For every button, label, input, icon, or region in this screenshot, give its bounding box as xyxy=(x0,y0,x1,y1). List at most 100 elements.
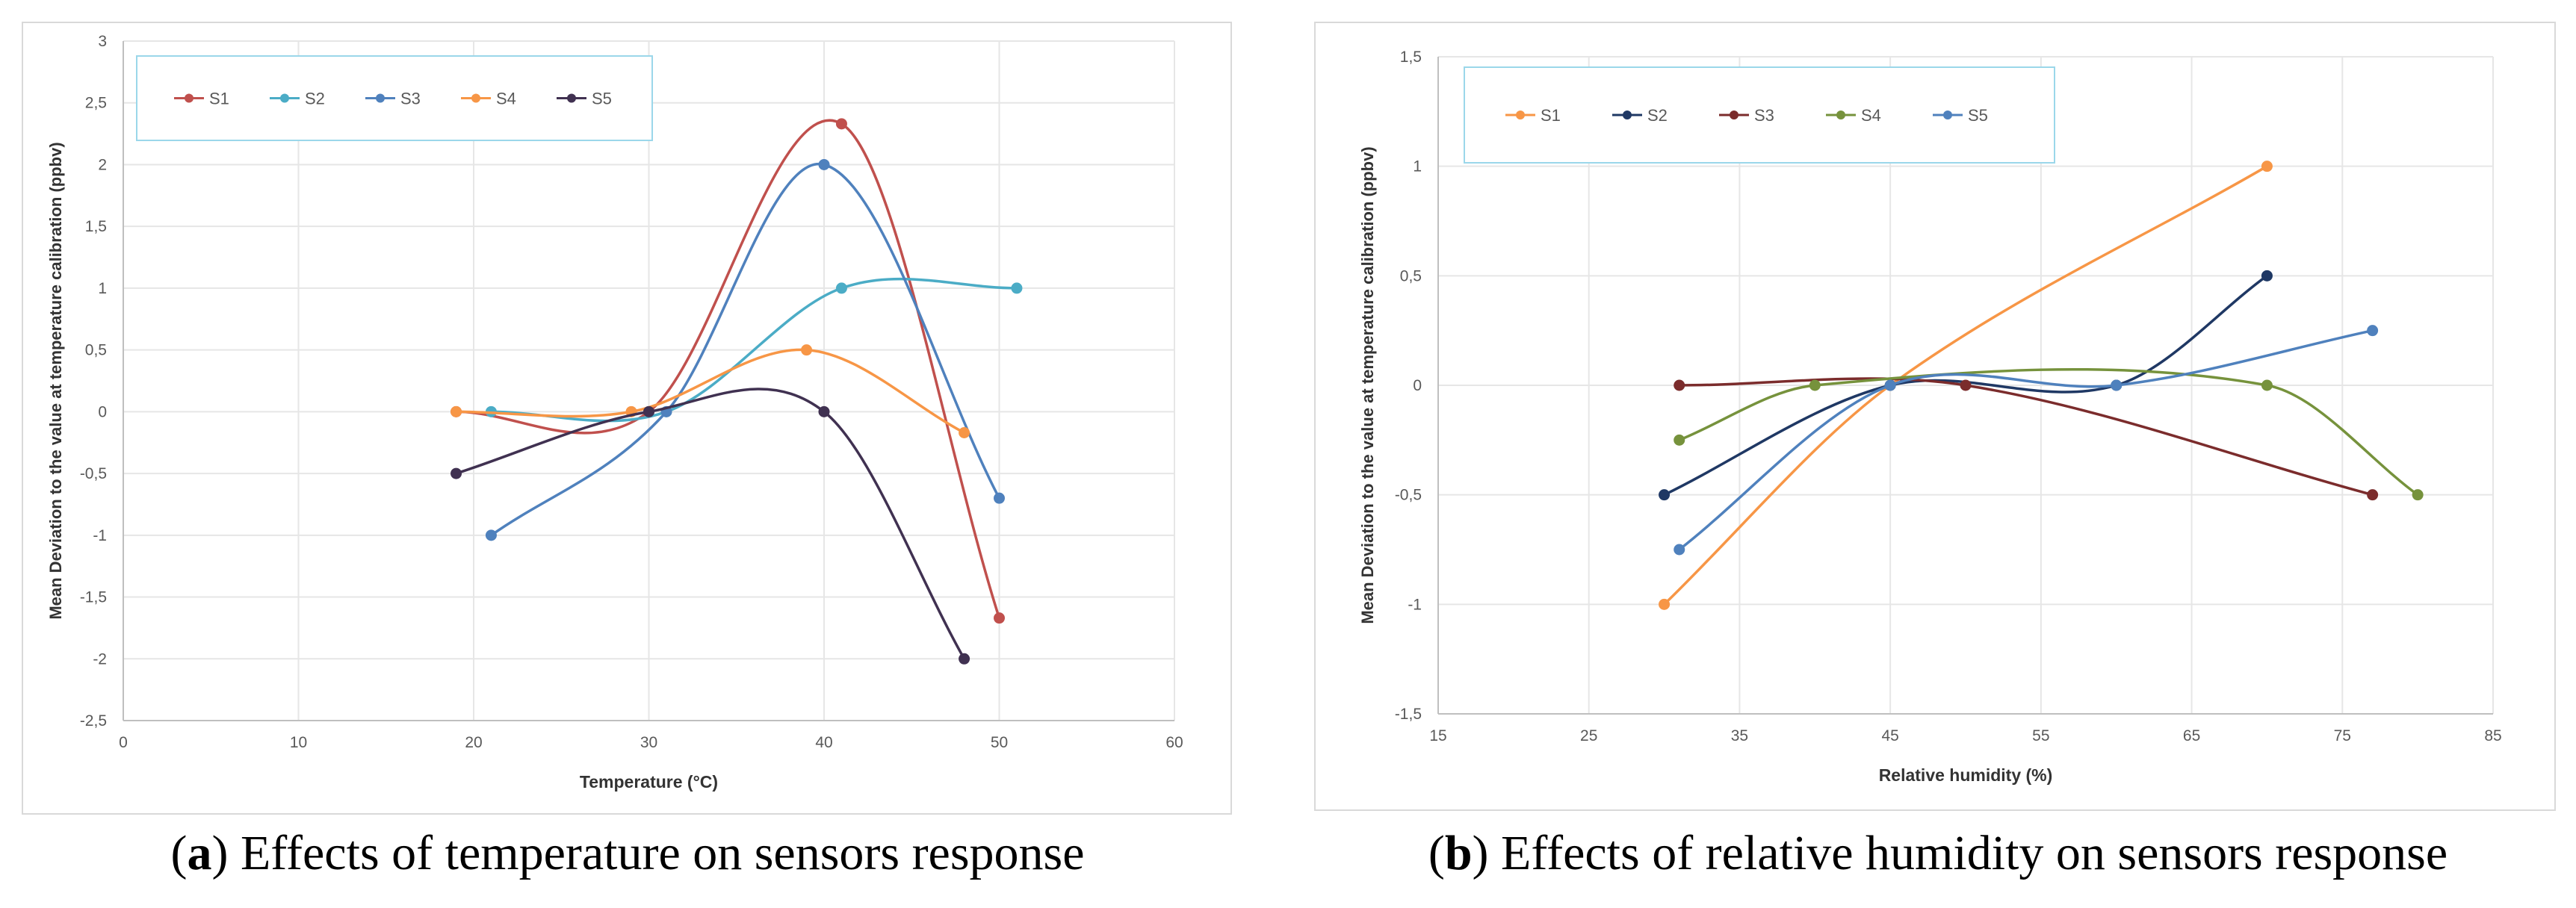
y-tick-label: 0 xyxy=(1413,377,1422,394)
y-tick-label: -1 xyxy=(1408,596,1422,613)
series-line-s3 xyxy=(490,163,1001,537)
data-point-s3 xyxy=(818,158,830,170)
data-point-s5 xyxy=(643,405,654,417)
series-line-s5 xyxy=(455,388,966,660)
data-point-s5 xyxy=(451,467,462,479)
x-axis-title: Relative humidity (%) xyxy=(1879,765,2053,785)
data-point-s4 xyxy=(959,426,970,438)
humidity-chart: -1,5 -1 -0,5 0 0,5 1 1,5 15 25 35 45 55 65 75 85 Relati… xyxy=(1314,22,2556,811)
y-tick-label: 2,5 xyxy=(85,95,107,112)
caption-letter: a xyxy=(187,826,212,880)
data-point-s5 xyxy=(959,653,970,665)
data-point-s4 xyxy=(451,405,462,417)
y-tick-label: 1,5 xyxy=(1400,49,1422,66)
series-line-s2 xyxy=(1663,274,2268,497)
legend-label-s1: S1 xyxy=(1541,106,1561,125)
data-point-s3 xyxy=(1674,379,1685,391)
data-point-s1 xyxy=(835,118,847,130)
data-point-s2 xyxy=(2261,270,2273,282)
caption-humidity: (b) Effects of relative humidity on sens… xyxy=(1428,826,2448,880)
y-tick-label: -1 xyxy=(93,527,107,544)
x-tick-label: 75 xyxy=(2334,727,2351,744)
legend-label-s3: S3 xyxy=(400,90,421,108)
data-point-s2 xyxy=(1011,282,1023,294)
series-line-s2 xyxy=(491,277,1018,423)
data-point-s5 xyxy=(818,405,830,417)
legend-marker-s3 xyxy=(376,93,385,103)
series-line-s1 xyxy=(456,119,1001,619)
series-line-s5 xyxy=(1678,329,2373,551)
x-tick-label: 55 xyxy=(2032,727,2049,744)
data-point-s2 xyxy=(1659,489,1671,501)
y-axis-title: Mean Deviation to the value at temperatu… xyxy=(46,142,65,619)
y-tick-label: -0,5 xyxy=(80,465,107,482)
x-tick-label: 0 xyxy=(119,734,128,751)
y-tick-label: 0 xyxy=(98,403,107,420)
data-point-s4 xyxy=(1809,379,1821,391)
data-point-s5 xyxy=(1674,544,1685,556)
legend-label-s2: S2 xyxy=(1647,106,1668,125)
legend-marker-s4 xyxy=(471,93,480,103)
series-line-s4 xyxy=(456,348,965,435)
legend-marker-s1 xyxy=(185,93,193,103)
data-point-s5 xyxy=(1884,379,1896,391)
legend-marker-s4 xyxy=(1836,111,1845,119)
legend-marker-s3 xyxy=(1730,111,1739,119)
legend-label-s1: S1 xyxy=(209,90,229,108)
data-point-s4 xyxy=(2412,489,2424,501)
chart-panel-humidity: -1,5 -1 -0,5 0 0,5 1 1,5 15 25 35 45 55 65 75 85 Relati… xyxy=(1300,0,2576,908)
x-axis-title: Temperature (°C) xyxy=(580,772,718,792)
x-tick-label: 60 xyxy=(1165,734,1183,751)
y-tick-label: 1 xyxy=(1413,158,1422,175)
y-tick-label: 0,5 xyxy=(1400,267,1422,284)
temperature-chart: -2,5-2-1,5-1-0,500,511,522,530 10 20 30 40 50… xyxy=(22,22,1232,815)
data-point-s5 xyxy=(2367,325,2379,337)
y-tick-label: 1 xyxy=(98,280,107,297)
legend-marker-s5 xyxy=(1943,111,1952,119)
x-tick-label: 85 xyxy=(2484,727,2501,744)
y-axis-title: Mean Deviation to the value at temperatu… xyxy=(1358,146,1377,624)
y-tick-label: -2,5 xyxy=(80,712,107,730)
caption-text: Effects of temperature on sensors respon… xyxy=(240,826,1085,880)
y-tick-label: -1,5 xyxy=(1395,706,1422,723)
x-tick-label: 50 xyxy=(991,734,1008,751)
x-tick-label: 65 xyxy=(2183,727,2200,744)
legend-label-s2: S2 xyxy=(305,90,325,108)
legend-marker-s2 xyxy=(280,93,289,103)
x-tick-label: 15 xyxy=(1429,727,1446,744)
y-tick-label: -0,5 xyxy=(1395,487,1422,504)
data-point-s3 xyxy=(2367,489,2379,501)
x-tick-label: 40 xyxy=(815,734,832,751)
x-tick-label: 25 xyxy=(1580,727,1597,744)
data-point-s4 xyxy=(1674,434,1685,446)
x-tick-label: 20 xyxy=(465,734,482,751)
x-tick-label: 45 xyxy=(1881,727,1898,744)
data-point-s5 xyxy=(2111,379,2123,391)
series-line-s3 xyxy=(1679,377,2374,497)
data-point-s3 xyxy=(1960,379,1972,391)
data-point-s1 xyxy=(994,612,1005,624)
x-tick-label: 30 xyxy=(640,734,657,751)
data-point-s3 xyxy=(485,529,497,541)
chart-panel-temperature: -2,5 -2 -1,5 -1 -0,5 0 0,5 1 1,5 2 2,5 3 0 10 20 30 40 50… xyxy=(0,0,1255,908)
legend-label-s3: S3 xyxy=(1754,106,1774,125)
chart-frame xyxy=(22,22,1232,815)
y-tick-label: 3 xyxy=(98,33,107,50)
legend-marker-s2 xyxy=(1623,111,1632,119)
y-tick-label: -1,5 xyxy=(80,589,107,606)
y-tick-label: 2 xyxy=(98,156,107,173)
caption-letter: b xyxy=(1444,826,1473,880)
legend-label-s4: S4 xyxy=(496,90,516,108)
x-tick-label: 35 xyxy=(1731,727,1748,744)
legend-marker-s1 xyxy=(1516,111,1525,119)
data-point-s4 xyxy=(801,344,813,356)
data-point-s2 xyxy=(835,282,847,294)
y-tick-label: 0,5 xyxy=(85,342,107,359)
legend-marker-s5 xyxy=(567,93,576,103)
y-tick-label: -2 xyxy=(93,650,107,668)
data-point-s1 xyxy=(1659,598,1671,610)
data-point-s1 xyxy=(2261,161,2273,172)
legend-label-s5: S5 xyxy=(592,90,612,108)
x-tick-label: 10 xyxy=(290,734,307,751)
legend-label-s5: S5 xyxy=(1968,106,1988,125)
